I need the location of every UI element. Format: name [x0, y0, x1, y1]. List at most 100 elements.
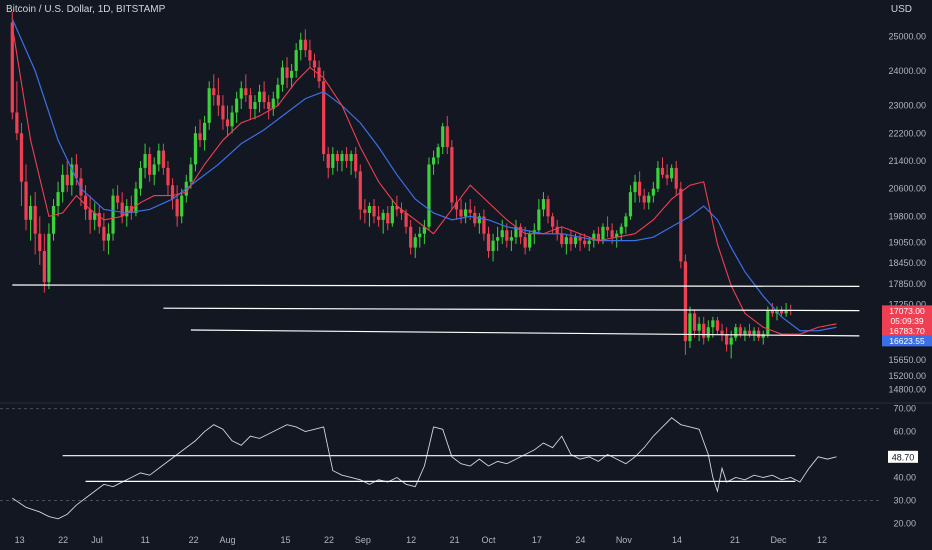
candle-body	[738, 327, 742, 335]
candle	[766, 306, 770, 338]
candle	[633, 174, 637, 203]
candle	[120, 192, 124, 224]
candle-body	[770, 309, 774, 314]
price-label: 16783.70	[882, 325, 932, 337]
candle-body	[65, 174, 69, 186]
candle	[198, 119, 202, 148]
candle-body	[518, 226, 523, 238]
rsi-line	[12, 417, 837, 520]
candle	[477, 212, 481, 234]
time-tick-label: 11	[141, 535, 150, 545]
candle	[725, 327, 729, 352]
candle	[381, 209, 385, 234]
price-tick-label: 19800.00	[888, 211, 926, 221]
candle	[500, 219, 504, 245]
ma-slow-line	[11, 18, 837, 332]
price-tick-label: 15650.00	[888, 355, 926, 365]
candle	[157, 143, 161, 172]
candle	[363, 199, 367, 224]
candle	[93, 202, 97, 231]
candle-body	[354, 154, 358, 172]
candle	[116, 185, 120, 210]
candle	[761, 330, 765, 345]
price-tick-label: 14800.00	[888, 385, 926, 395]
candle	[161, 143, 165, 175]
candle	[624, 212, 628, 234]
candle-body	[560, 233, 564, 245]
candle	[253, 95, 257, 120]
candle-body	[290, 70, 294, 78]
candle-body	[10, 22, 14, 113]
candle-body	[386, 212, 390, 224]
price-label-text: 16783.70	[889, 326, 925, 336]
price-label-bg	[882, 315, 932, 327]
candle	[212, 74, 216, 106]
candle	[294, 43, 298, 78]
candle	[331, 147, 335, 175]
candle	[720, 323, 724, 342]
candle	[344, 147, 349, 168]
candle-body	[413, 237, 417, 248]
candle	[596, 226, 600, 245]
candle-body	[752, 330, 756, 335]
candle	[642, 188, 646, 210]
candle	[377, 206, 381, 227]
candle-body	[427, 164, 431, 227]
candle	[615, 230, 619, 248]
candle	[546, 195, 550, 224]
candle	[56, 181, 60, 217]
time-tick-label: 22	[58, 535, 68, 545]
candle-body	[51, 206, 56, 234]
candle-body	[491, 240, 495, 252]
candle-body	[523, 237, 527, 248]
candle	[386, 206, 390, 231]
candle-body	[674, 167, 678, 189]
candle	[647, 192, 651, 210]
candle	[97, 206, 101, 234]
candle	[42, 233, 46, 293]
candle-body	[83, 195, 88, 210]
time-tick-label: Oct	[481, 535, 496, 545]
candle	[88, 195, 92, 234]
candle	[290, 63, 294, 89]
candle	[697, 316, 701, 342]
time-axis: 13 22 Jul 11 22 Aug 15 22 Sep 12 21 Oct 17 24 Nov 14 21 D…	[15, 535, 827, 545]
candle	[10, 12, 14, 120]
candle	[47, 223, 51, 290]
candle	[757, 327, 761, 342]
candle	[308, 39, 312, 68]
candle-body	[670, 167, 674, 179]
candle	[134, 181, 138, 217]
candle-body	[70, 164, 74, 186]
candle	[225, 105, 230, 137]
candle-body	[143, 154, 147, 168]
candle-body	[24, 181, 28, 220]
candle	[189, 157, 193, 189]
candle	[473, 206, 477, 227]
candle-body	[262, 91, 266, 103]
candle-body	[19, 133, 24, 182]
time-tick-label: Nov	[616, 535, 633, 545]
candle	[111, 188, 115, 241]
candle-body	[757, 330, 761, 338]
candle-body	[509, 237, 513, 241]
candle	[518, 223, 523, 245]
candle	[441, 122, 445, 155]
candle	[514, 219, 518, 245]
time-tick-label: 24	[575, 535, 585, 545]
candle-body	[633, 181, 637, 193]
candle-body	[257, 91, 262, 103]
candle-body	[583, 240, 587, 245]
price-tick-label: 18450.00	[888, 258, 926, 268]
candle-body	[647, 195, 651, 203]
candle-body	[514, 226, 518, 238]
candle	[628, 185, 633, 220]
time-tick-label: Dec	[770, 535, 787, 545]
candle	[752, 327, 756, 342]
candle-body	[221, 105, 225, 120]
candle-body	[702, 323, 706, 338]
candle	[660, 157, 665, 179]
candle	[560, 226, 564, 248]
candle-body	[377, 216, 381, 220]
